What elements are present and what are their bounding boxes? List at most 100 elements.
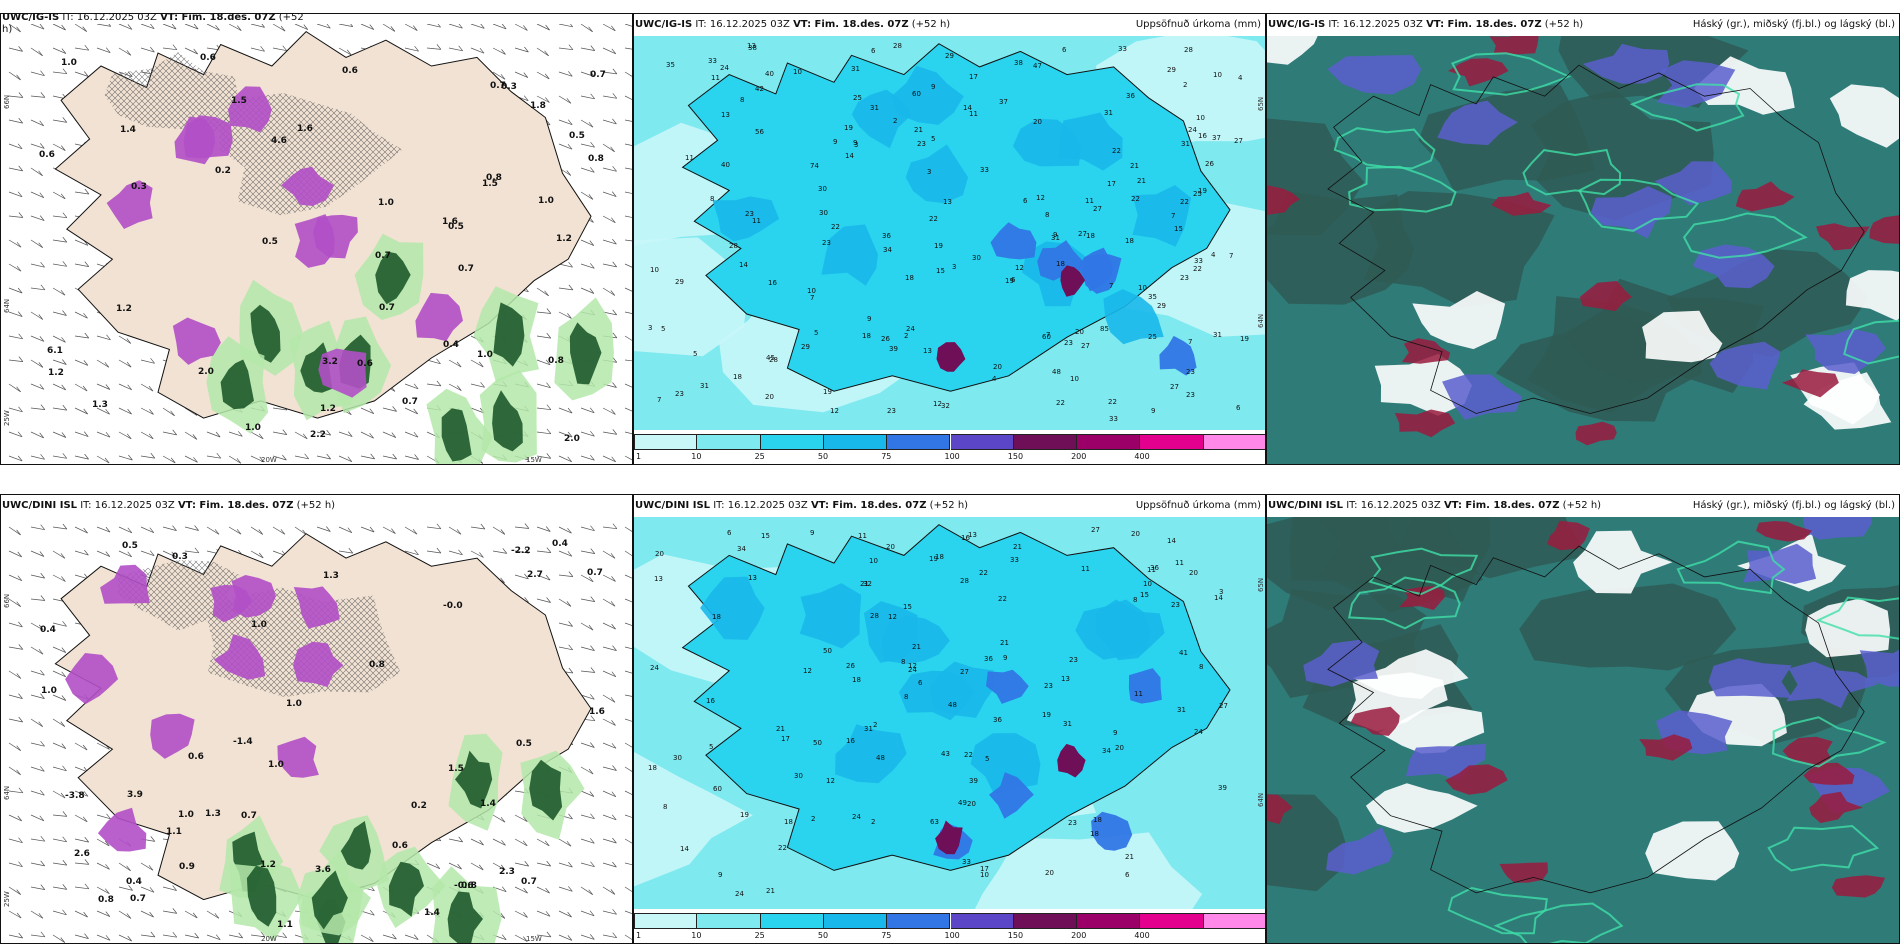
precip-value-label: 10	[1143, 580, 1152, 588]
precip-value-label: 2	[1183, 81, 1187, 89]
precip-value-label: 18	[1093, 816, 1102, 824]
colorbar-tick-label: 75	[881, 931, 892, 940]
colorbar-tick-label: 400	[1134, 931, 1150, 940]
precip-value-label: 31	[1181, 140, 1190, 148]
wind-map: 66N 64N 25W 20W 15W 0.4 0.7 1.4 0.7 1.6 0.3 0.5 1.0 0…	[3, 523, 632, 943]
wind-value-label: 0.2	[215, 166, 231, 176]
precip-value-label: 23	[745, 210, 754, 218]
precip-value-label: 31	[1213, 331, 1222, 339]
precip-value-label: 33	[962, 858, 971, 866]
wind-value-label: 3.9	[127, 790, 143, 800]
precip-value-label: 8	[740, 96, 744, 104]
precip-colorbar: 1 10 25 50 75 100 150 200 400	[634, 913, 1265, 941]
precip-value-label: 20	[765, 393, 774, 401]
wind-value-label: 0.2	[411, 801, 427, 811]
precip-value-label: 6	[1062, 46, 1067, 54]
precip-value-label: 23	[887, 407, 896, 415]
wind-value-label: 0.7	[402, 397, 418, 407]
precip-value-label: 14	[845, 152, 854, 160]
precip-value-label: 2	[893, 117, 897, 125]
wind-value-label: 2.6	[74, 849, 90, 859]
colorbar-swatch	[1140, 434, 1204, 450]
precip-value-label: 13	[721, 111, 730, 119]
precip-value-label: 20	[1131, 530, 1140, 538]
precip-value-label: 23	[675, 390, 684, 398]
wind-value-label: 1.5	[231, 96, 247, 106]
precip-value-label: 17	[781, 735, 790, 743]
precip-value-label: 20	[1045, 869, 1054, 877]
panel-title: UWC/IG-IS IT: 16.12.2025 03Z VT: Fim. 18…	[1268, 19, 1895, 30]
precip-value-label: 10	[793, 68, 802, 76]
precip-value-label: 43	[941, 750, 950, 758]
precip-value-label: 10	[980, 871, 989, 879]
wind-value-label: 0.7	[587, 568, 603, 578]
precip-value-label: 26	[1205, 160, 1214, 168]
wind-value-label: 0.4	[40, 625, 56, 635]
precip-value-label: 35	[1148, 293, 1157, 301]
precip-value-label: 11	[752, 217, 761, 225]
precip-value-label: 34	[737, 545, 746, 553]
wind-value-label: 1.2	[48, 368, 64, 378]
lon-label: 15W	[526, 456, 542, 464]
wind-value-label: 0.3	[501, 82, 517, 92]
precip-map: 65N64N1814632112162169181988534481220102…	[634, 517, 1265, 909]
precip-value-label: 6	[918, 679, 923, 687]
precip-value-label: 30	[673, 754, 682, 762]
wind-value-label: 1.8	[530, 101, 546, 111]
precip-value-label: 31	[700, 382, 709, 390]
precip-value-label: 18	[1125, 237, 1134, 245]
precip-value-label: 14	[1167, 537, 1176, 545]
lat-label: 64N	[1257, 793, 1265, 807]
panel-title-right: Háský (gr.), miðský (fj.bl.) og lágský (…	[1692, 19, 1895, 30]
precip-value-label: 18	[784, 818, 793, 826]
precip-value-label: 12	[830, 407, 839, 415]
wind-value-label: 2.2	[310, 430, 326, 440]
panel-top-mid: UWC/IG-IS IT: 16.12.2025 03Z VT: Fim. 18…	[633, 13, 1266, 465]
precip-value-label: 10	[1213, 71, 1222, 79]
precip-value-label: 31	[870, 104, 879, 112]
precip-value-label: 29	[1167, 66, 1176, 74]
precip-value-label: 27	[1234, 137, 1243, 145]
precip-value-label: 21	[1000, 639, 1009, 647]
precip-value-label: 26	[881, 335, 890, 343]
precip-value-label: 27	[1078, 230, 1087, 238]
precip-value-label: 9	[718, 871, 722, 879]
precip-value-label: 12	[1015, 264, 1024, 272]
precip-value-label: 12	[933, 400, 942, 408]
precip-value-label: 20	[1075, 328, 1084, 336]
precip-value-label: 6	[1236, 404, 1241, 412]
precip-value-label: 22	[979, 569, 988, 577]
wind-value-label: -0.0	[443, 601, 463, 611]
wind-value-label: 0.5	[569, 131, 585, 141]
precip-value-label: 23	[1064, 339, 1073, 347]
wind-value-label: 0.8	[461, 881, 477, 891]
precip-value-label: 60	[912, 90, 921, 98]
precip-value-label: 8	[663, 803, 667, 811]
precip-value-label: 24	[735, 890, 744, 898]
wind-value-label: 0.4	[126, 877, 142, 887]
precip-value-label: 48	[948, 701, 957, 709]
precip-value-label: 11	[1134, 690, 1143, 698]
colorbar-tick-label: 25	[754, 452, 765, 461]
panel-title: UWC/DINI ISL IT: 16.12.2025 03Z VT: Fim.…	[1268, 500, 1895, 511]
colorbar-swatch	[760, 913, 824, 929]
wind-value-label: 0.7	[241, 811, 257, 821]
precip-value-label: 12	[888, 613, 897, 621]
wind-value-label: 2.0	[564, 434, 580, 444]
precip-value-label: 11	[858, 532, 867, 540]
wind-value-label: 3.2	[322, 357, 338, 367]
precip-value-label: 2	[871, 818, 875, 826]
precip-value-label: 21	[912, 643, 921, 651]
precip-value-label: 13	[968, 531, 977, 539]
precip-value-label: 16	[846, 737, 855, 745]
colorbar-swatch	[1013, 434, 1078, 450]
wind-value-label: 0.6	[392, 841, 408, 851]
precip-value-label: 11	[1175, 559, 1184, 567]
wind-value-label: 0.7	[590, 70, 606, 80]
wind-value-label: 1.6	[589, 707, 605, 717]
wind-value-label: 0.6	[357, 359, 373, 369]
precip-value-label: 9	[1003, 654, 1007, 662]
wind-value-label: 1.4	[424, 908, 440, 918]
colorbar-swatch	[1077, 913, 1141, 929]
precip-value-label: 22	[1193, 265, 1202, 273]
